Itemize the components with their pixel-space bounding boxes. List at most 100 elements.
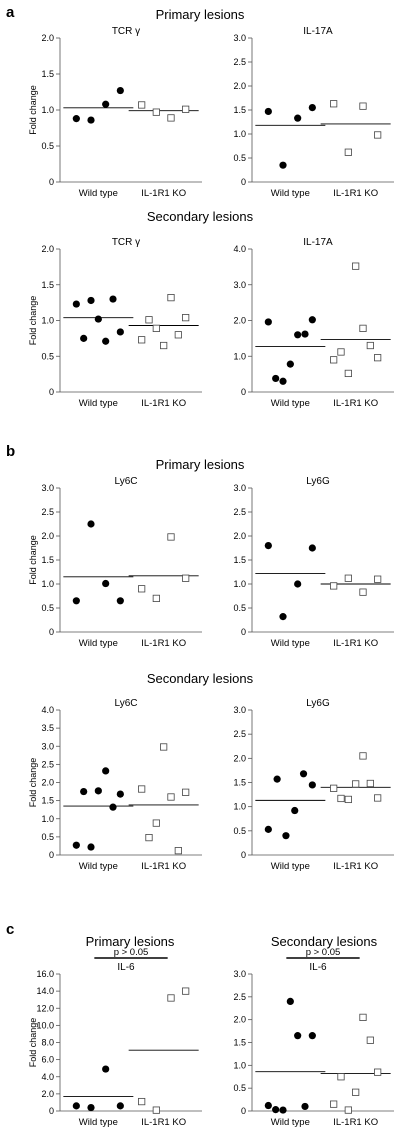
y-tick-label: 2.0 — [41, 1089, 54, 1099]
y-tick-label: 1.5 — [233, 778, 246, 788]
plot-title: IL-6 — [117, 962, 135, 973]
y-tick-label: 8.0 — [41, 1038, 54, 1048]
data-point-wild-type — [301, 1102, 309, 1111]
y-tick-label: 0 — [241, 850, 246, 860]
data-point-il1r1-ko — [366, 779, 374, 788]
data-point-wild-type — [308, 781, 316, 789]
scatter-plot — [56, 709, 202, 856]
data-point-wild-type — [294, 331, 302, 339]
scatter-plot — [248, 487, 394, 633]
scatter-plot — [248, 957, 394, 1114]
y-tick-label: 1.0 — [233, 579, 246, 589]
data-point-il1r1-ko — [352, 262, 360, 270]
x-category-label: IL-1R1 KO — [141, 638, 186, 649]
y-tick-label: 0 — [49, 387, 54, 397]
data-point-il1r1-ko — [174, 331, 182, 339]
data-point-wild-type — [286, 360, 294, 368]
y-tick-label: 0 — [49, 177, 54, 187]
data-point-wild-type — [116, 790, 124, 798]
data-point-wild-type — [279, 613, 287, 621]
plot-title: TCR γ — [112, 26, 140, 37]
data-point-il1r1-ko — [344, 795, 352, 804]
data-point-il1r1-ko — [138, 585, 146, 593]
data-point-il1r1-ko — [366, 341, 374, 350]
data-point-il1r1-ko — [374, 131, 382, 139]
y-axis-label: Fold change — [28, 85, 38, 135]
data-point-il1r1-ko — [330, 1100, 338, 1108]
data-point-wild-type — [87, 116, 95, 124]
data-point-il1r1-ko — [152, 108, 160, 116]
y-tick-label: 0.5 — [233, 826, 246, 836]
y-tick-label: 3.5 — [41, 723, 54, 733]
plot-title: IL-6 — [309, 962, 327, 973]
y-tick-label: 1.5 — [41, 555, 54, 565]
y-tick-label: 3.0 — [233, 705, 246, 715]
y-tick-label: 2.0 — [233, 753, 246, 763]
y-tick-label: 3.0 — [41, 483, 54, 493]
y-tick-label: 2.0 — [233, 531, 246, 541]
section-title: Secondary lesions — [271, 934, 378, 949]
y-tick-label: 1.0 — [41, 814, 54, 824]
x-category-label: IL-1R1 KO — [141, 861, 186, 872]
x-category-label: IL-1R1 KO — [333, 861, 378, 872]
data-point-wild-type — [308, 104, 316, 112]
data-point-il1r1-ko — [167, 994, 175, 1002]
data-point-il1r1-ko — [359, 102, 367, 110]
data-point-wild-type — [80, 787, 88, 796]
y-tick-label: 3.0 — [233, 969, 246, 979]
data-point-il1r1-ko — [374, 794, 382, 802]
y-tick-label: 0 — [241, 177, 246, 187]
section-title: Secondary lesions — [147, 671, 254, 686]
x-category-label: Wild type — [271, 861, 310, 872]
data-point-il1r1-ko — [138, 101, 146, 109]
data-point-wild-type — [94, 315, 102, 323]
x-category-label: Wild type — [79, 1117, 118, 1128]
data-point-il1r1-ko — [359, 752, 367, 760]
data-point-il1r1-ko — [359, 1013, 367, 1021]
scatter-plot — [56, 37, 202, 183]
y-tick-label: 16.0 — [36, 969, 54, 979]
data-point-il1r1-ko — [152, 1106, 160, 1114]
y-tick-label: 2.5 — [41, 759, 54, 769]
y-tick-label: 2.5 — [233, 729, 246, 739]
data-point-wild-type — [116, 86, 124, 95]
data-point-il1r1-ko — [174, 847, 182, 855]
y-tick-label: 3.0 — [233, 483, 246, 493]
x-category-label: Wild type — [79, 398, 118, 409]
x-category-label: IL-1R1 KO — [141, 1117, 186, 1128]
data-point-wild-type — [72, 597, 80, 605]
data-point-il1r1-ko — [182, 314, 190, 322]
data-point-wild-type — [299, 770, 308, 778]
data-point-il1r1-ko — [145, 316, 153, 324]
data-point-il1r1-ko — [160, 743, 168, 751]
data-point-il1r1-ko — [366, 1036, 374, 1044]
data-point-wild-type — [308, 544, 316, 552]
y-tick-label: 3.0 — [233, 33, 246, 43]
data-point-il1r1-ko — [145, 834, 153, 842]
x-category-label: Wild type — [79, 861, 118, 872]
data-point-wild-type — [72, 841, 80, 849]
y-axis-label: Fold change — [28, 1018, 38, 1068]
data-point-wild-type — [264, 542, 272, 550]
data-point-wild-type — [109, 295, 117, 303]
data-point-il1r1-ko — [344, 369, 352, 378]
y-tick-label: 2.0 — [233, 316, 246, 326]
y-tick-label: 3.0 — [233, 280, 246, 290]
y-tick-label: 4.0 — [41, 705, 54, 715]
data-point-il1r1-ko — [152, 594, 160, 603]
x-category-label: IL-1R1 KO — [333, 1117, 378, 1128]
data-point-il1r1-ko — [352, 1088, 360, 1096]
data-point-il1r1-ko — [337, 1073, 345, 1081]
data-point-il1r1-ko — [182, 788, 190, 796]
y-tick-label: 0.5 — [233, 1083, 246, 1093]
y-tick-label: 1.0 — [233, 802, 246, 812]
data-point-wild-type — [102, 579, 110, 588]
data-point-wild-type — [87, 520, 95, 528]
data-point-il1r1-ko — [167, 114, 175, 122]
data-point-wild-type — [264, 825, 272, 833]
x-category-label: Wild type — [79, 188, 118, 199]
data-point-il1r1-ko — [182, 574, 190, 582]
y-tick-label: 2.5 — [233, 992, 246, 1002]
p-value-label: p > 0.05 — [114, 947, 149, 958]
